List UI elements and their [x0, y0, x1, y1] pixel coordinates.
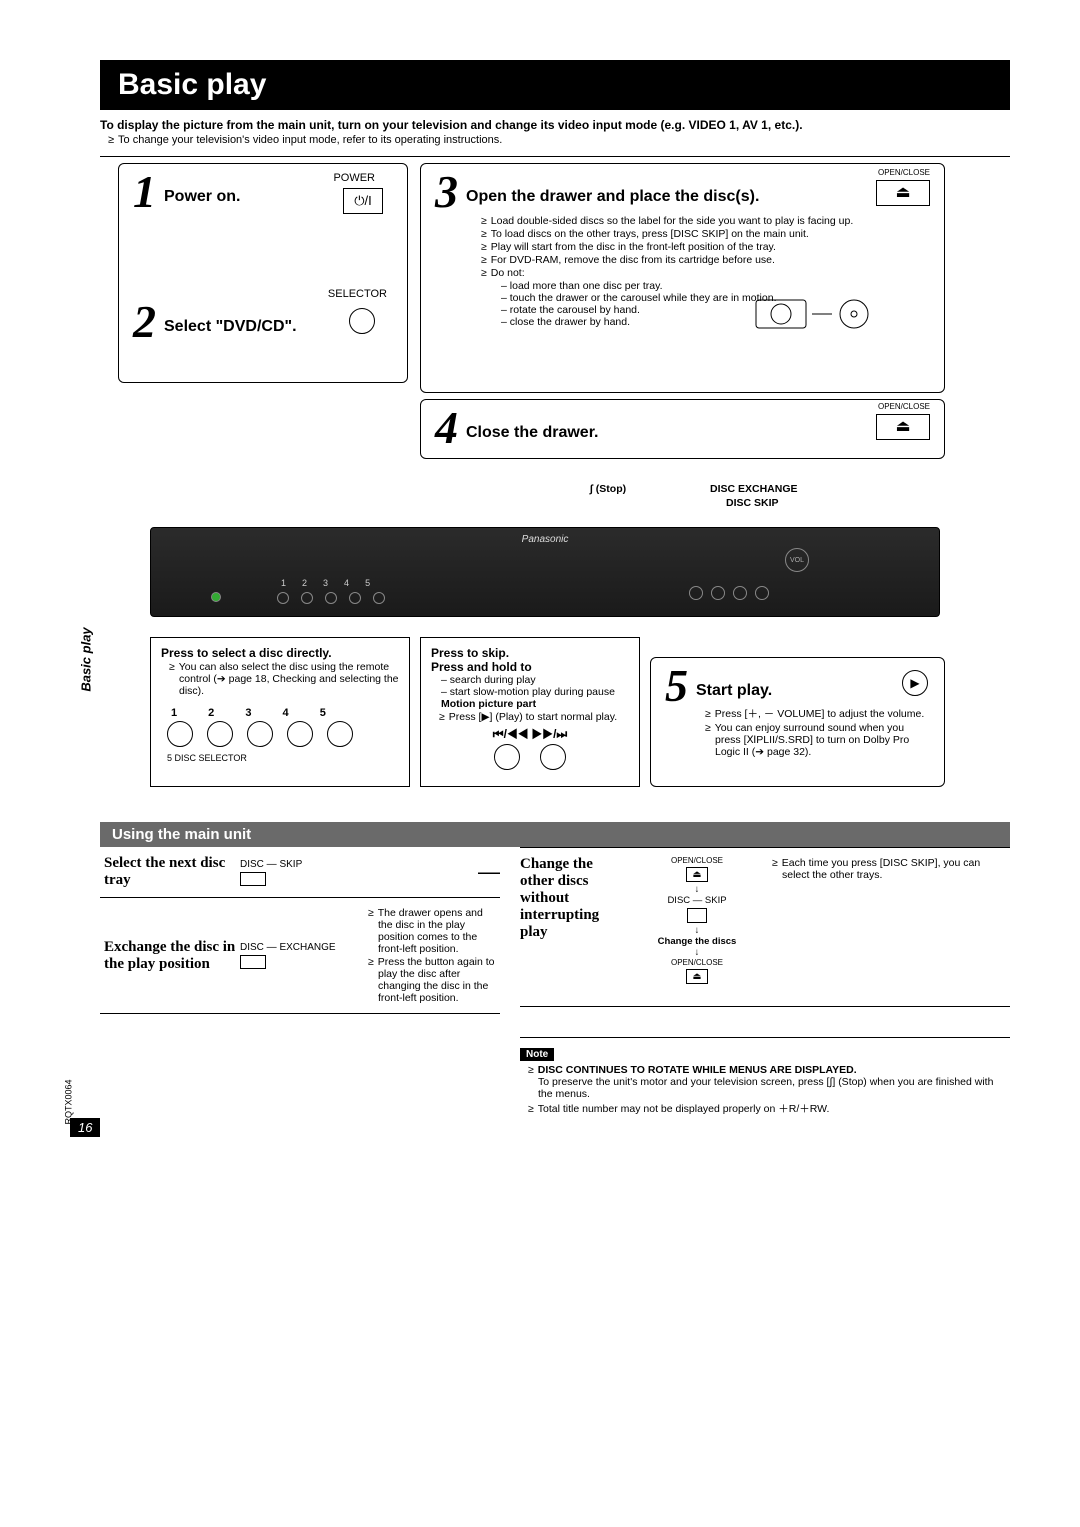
disc-2-button[interactable] [207, 721, 233, 747]
step1-title: Power on. [164, 188, 240, 206]
row1-btn-text: DISC — SKIP [240, 859, 302, 870]
flow-open-2: OPEN/CLOSE [642, 958, 752, 967]
step2-title: Select "DVD/CD". [164, 318, 297, 336]
openclose-label: OPEN/CLOSE [878, 168, 930, 177]
note-b1-text: To preserve the unit's motor and your te… [538, 1076, 993, 1100]
right-label: Change the other discs without interrupt… [520, 856, 630, 998]
step4-title: Close the drawer. [466, 424, 599, 442]
note-badge: Note [520, 1048, 554, 1061]
step5-title: Start play. [696, 682, 772, 700]
flow-close-btn[interactable]: ⏏ [686, 969, 709, 984]
intro-sub: To change your television's video input … [108, 134, 1010, 146]
disc-selector-box: Press to select a disc directly. You can… [150, 637, 410, 787]
selector-button[interactable] [349, 308, 375, 334]
step1-num: 1 [133, 174, 156, 211]
disc-exchange-button[interactable] [240, 955, 266, 969]
row2-b1: The drawer opens and the disc in the pla… [368, 907, 500, 955]
step3-title: Open the drawer and place the disc(s). [466, 188, 759, 206]
row2-btn-text: DISC — EXCHANGE [240, 942, 336, 953]
device-unit: Panasonic 12 34 5 VOL [150, 527, 940, 617]
s3-d1: load more than one disc per tray. [491, 280, 930, 292]
side-tab: Basic play [79, 627, 94, 691]
step4-num: 4 [435, 410, 458, 447]
row-select-next: Select the next disc tray DISC — SKIP — [100, 847, 500, 898]
ll-title: Press to select a disc directly. [161, 646, 399, 660]
open-close-button[interactable]: ⏏ [876, 180, 930, 206]
flow-skip-btn[interactable] [687, 908, 706, 923]
s3-b2: To load discs on the other trays, press … [481, 228, 930, 240]
step3-num: 3 [435, 174, 458, 211]
close-button[interactable]: ⏏ [876, 414, 930, 440]
note-b2: Total title number may not be displayed … [528, 1101, 1010, 1116]
dash-icon: — [360, 859, 500, 885]
lm-b1: Press [▶] (Play) to start normal play. [439, 711, 629, 723]
flow-open-1: OPEN/CLOSE [642, 856, 752, 865]
flow-change: Change the discs [642, 936, 752, 947]
step-1-2-box: 1 Power on. POWER ⏻/I 2 Select "DVD/CD".… [118, 163, 408, 383]
row-exchange: Exchange the disc in the play position D… [100, 898, 500, 1014]
ll-text: You can also select the disc using the r… [169, 661, 399, 697]
device-power-led [211, 592, 221, 602]
disc-5-button[interactable] [327, 721, 353, 747]
disc-exchange-label: DISC EXCHANGE [710, 483, 798, 495]
lm-motion: Motion picture part [431, 698, 629, 710]
stop-label: ∫ (Stop) [590, 483, 626, 495]
disc-1-button[interactable] [167, 721, 193, 747]
selector-label: SELECTOR [328, 288, 387, 300]
power-label: POWER [333, 172, 375, 184]
flow-open-btn[interactable]: ⏏ [686, 867, 709, 882]
main-diagram: Basic play 1 Power on. POWER ⏻/I 2 Selec… [100, 156, 1010, 806]
lm-t2: Press and hold to [431, 660, 629, 674]
flow-diagram: OPEN/CLOSE ⏏ DISC — SKIP Change the disc… [642, 856, 752, 998]
change-discs-row: Change the other discs without interrupt… [520, 847, 1010, 1007]
openclose-label-4: OPEN/CLOSE [878, 402, 930, 411]
s3-b1: Load double-sided discs so the label for… [481, 215, 930, 227]
disc-3-button[interactable] [247, 721, 273, 747]
row2-b2: Press the button again to play the disc … [368, 956, 500, 1004]
right-text: Each time you press [DISC SKIP], you can… [772, 857, 1010, 881]
note-b1: DISC CONTINUES TO ROTATE WHILE MENUS ARE… [528, 1064, 1010, 1100]
s3-b5: Do not: [481, 267, 930, 279]
flow-skip: DISC — SKIP [642, 895, 752, 906]
s3-b3: Play will start from the disc in the fro… [481, 241, 930, 253]
ll-caption: 5 DISC SELECTOR [161, 753, 399, 763]
power-button[interactable]: ⏻/I [343, 188, 383, 214]
s5-b2: You can enjoy surround sound when you pr… [705, 722, 930, 758]
disc-skip-button[interactable] [240, 872, 266, 886]
skip-box: Press to skip. Press and hold to search … [420, 637, 640, 787]
ll-nums: 1 2 3 4 5 [161, 707, 399, 719]
step-5-box: 5 Start play. ▶ Press [＋, － VOLUME] to a… [650, 657, 945, 787]
step-3-box: 3 Open the drawer and place the disc(s).… [420, 163, 945, 393]
skip-back-button[interactable] [494, 744, 520, 770]
skip-fwd-button[interactable] [540, 744, 566, 770]
disc-4-button[interactable] [287, 721, 313, 747]
disc-skip-label: DISC SKIP [726, 497, 779, 509]
intro-bold: To display the picture from the main uni… [100, 118, 1010, 132]
s5-b1: Press [＋, － VOLUME] to adjust the volume… [705, 706, 930, 721]
lm-t1: Press to skip. [431, 646, 629, 660]
page-title: Basic play [100, 60, 1010, 110]
step-4-box: 4 Close the drawer. OPEN/CLOSE ⏏ [420, 399, 945, 459]
step2-num: 2 [133, 304, 156, 341]
lm-sym: ⏮/◀◀ ▶▶/⏭ [431, 727, 629, 742]
device-brand: Panasonic [522, 534, 569, 545]
lm-d1: search during play [431, 674, 629, 686]
row1-label: Select the next disc tray [100, 855, 240, 889]
section-header: Using the main unit [100, 822, 1010, 847]
page-number: 16 [70, 1118, 100, 1137]
play-button[interactable]: ▶ [902, 670, 928, 696]
lm-d2: start slow-motion play during pause [431, 686, 629, 698]
step5-num: 5 [665, 668, 688, 705]
s3-b4: For DVD-RAM, remove the disc from its ca… [481, 254, 930, 266]
disc-cartridge-icon [754, 294, 874, 334]
row2-label: Exchange the disc in the play position [100, 939, 240, 973]
